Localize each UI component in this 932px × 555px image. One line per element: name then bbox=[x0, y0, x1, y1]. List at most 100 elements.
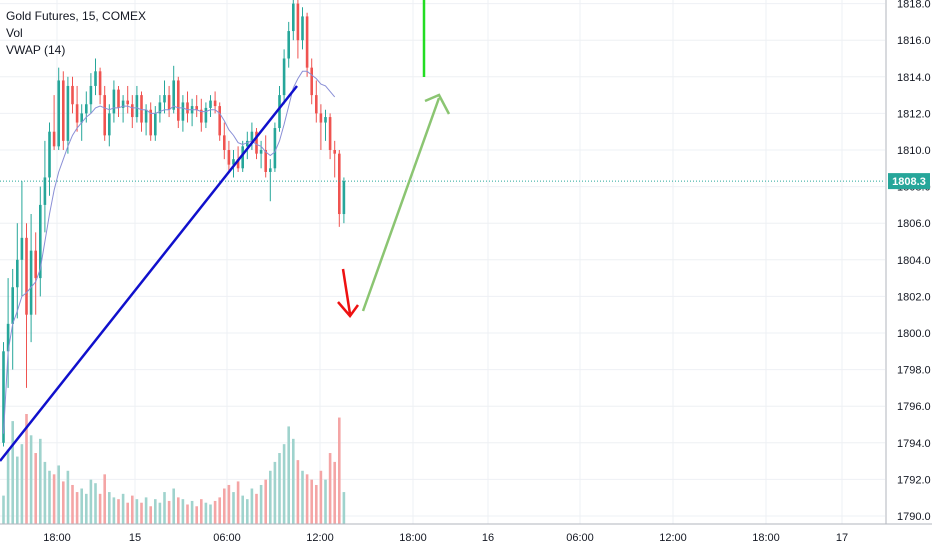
x-tick-label: 12:00 bbox=[306, 532, 334, 544]
candle-body bbox=[25, 237, 28, 315]
candle-body bbox=[241, 146, 244, 169]
legend-symbol[interactable]: Gold Futures, 15, COMEX bbox=[6, 9, 147, 23]
candle-body bbox=[126, 100, 129, 105]
candle-body bbox=[259, 150, 263, 154]
candle-body bbox=[108, 113, 111, 136]
candle-body bbox=[121, 100, 125, 108]
volume-bar bbox=[94, 483, 97, 524]
volume-bar bbox=[158, 502, 162, 524]
trendline bbox=[0, 85, 298, 462]
x-tick-label: 18:00 bbox=[43, 532, 71, 544]
candle-body bbox=[324, 117, 327, 123]
volume-bar bbox=[204, 502, 208, 524]
candle-body bbox=[98, 71, 102, 96]
candle-body bbox=[177, 80, 180, 121]
candle-body bbox=[112, 89, 116, 114]
candle-body bbox=[62, 80, 65, 141]
candle-body bbox=[255, 131, 258, 154]
candle-body bbox=[264, 150, 267, 172]
candle-body bbox=[273, 128, 277, 169]
volume-bar bbox=[278, 453, 281, 524]
volume-bar bbox=[223, 488, 226, 524]
volume-bar bbox=[296, 460, 300, 524]
volume-bar bbox=[85, 493, 88, 524]
candle-body bbox=[131, 104, 134, 118]
y-tick-label: 1794.0 bbox=[897, 438, 931, 450]
candle-body bbox=[282, 58, 286, 96]
candlesticks bbox=[2, 0, 346, 447]
volume-bar bbox=[135, 499, 139, 524]
candle-body bbox=[71, 85, 74, 105]
volume-bar bbox=[273, 461, 277, 524]
volume-bar bbox=[328, 453, 332, 524]
volume-bar bbox=[16, 456, 19, 524]
candle-body bbox=[292, 3, 295, 32]
candle-body bbox=[20, 237, 24, 260]
candle-body bbox=[167, 95, 171, 110]
volume-bar bbox=[66, 470, 70, 524]
candle-body bbox=[333, 150, 336, 154]
volume-bar bbox=[167, 500, 171, 524]
volume-bar bbox=[29, 435, 33, 524]
vwap-polyline bbox=[3, 70, 336, 434]
volume-bar bbox=[25, 414, 28, 524]
y-tick-label: 1818.0 bbox=[897, 0, 931, 11]
y-tick-label: 1802.0 bbox=[897, 291, 931, 303]
x-tick-label: 16 bbox=[482, 532, 494, 544]
candle-body bbox=[57, 80, 60, 147]
y-tick-label: 1796.0 bbox=[897, 401, 931, 413]
volume-bar bbox=[342, 492, 346, 524]
volume-bar bbox=[315, 484, 318, 524]
y-tick-label: 1806.0 bbox=[897, 218, 931, 230]
candle-body bbox=[140, 95, 143, 123]
volume-bar bbox=[39, 438, 42, 524]
volume-bar bbox=[195, 506, 198, 524]
candle-body bbox=[103, 95, 106, 136]
volume-bar bbox=[305, 474, 309, 524]
legend-vol[interactable]: Vol bbox=[6, 26, 23, 40]
candle-body bbox=[181, 102, 185, 121]
candle-body bbox=[338, 153, 341, 215]
y-tick-label: 1790.0 bbox=[897, 511, 931, 523]
volume-bar bbox=[121, 493, 125, 524]
volume-bar bbox=[213, 500, 217, 524]
volume-bar bbox=[103, 474, 106, 524]
candle-body bbox=[6, 323, 10, 352]
candle-body bbox=[250, 131, 254, 141]
volume-bar bbox=[310, 479, 313, 524]
x-tick-label: 06:00 bbox=[566, 532, 594, 544]
drawings[interactable] bbox=[0, 0, 885, 462]
candle-body bbox=[218, 106, 221, 136]
candle-body bbox=[149, 109, 152, 136]
y-tick-label: 1804.0 bbox=[897, 255, 931, 267]
candle-body bbox=[305, 16, 309, 68]
candle-body bbox=[301, 16, 304, 41]
volume-bar bbox=[259, 484, 263, 524]
volume-bar bbox=[186, 504, 189, 524]
volume-bar bbox=[190, 500, 194, 524]
y-tick-label: 1800.0 bbox=[897, 328, 931, 340]
y-tick-label: 1816.0 bbox=[897, 35, 931, 47]
candle-body bbox=[236, 159, 240, 169]
legend-vwap[interactable]: VWAP (14) bbox=[6, 43, 66, 57]
volume-bar bbox=[2, 495, 5, 524]
candle-body bbox=[117, 89, 120, 108]
candle-body bbox=[278, 95, 281, 129]
volume-bar bbox=[117, 499, 120, 524]
candle-body bbox=[144, 109, 148, 123]
candle-body bbox=[163, 95, 166, 103]
volume-bar bbox=[11, 421, 14, 524]
last-price-tag-bg bbox=[888, 173, 930, 190]
candle-body bbox=[39, 204, 42, 279]
candle-body bbox=[213, 100, 217, 107]
volume-bar bbox=[144, 497, 148, 524]
candle-body bbox=[269, 168, 272, 172]
x-tick-label: 17 bbox=[836, 532, 848, 544]
volume-bar bbox=[71, 484, 74, 524]
candle-body bbox=[89, 85, 93, 105]
candle-body bbox=[328, 117, 332, 150]
up-arrow-head bbox=[424, 93, 451, 115]
candle-body bbox=[85, 104, 88, 114]
